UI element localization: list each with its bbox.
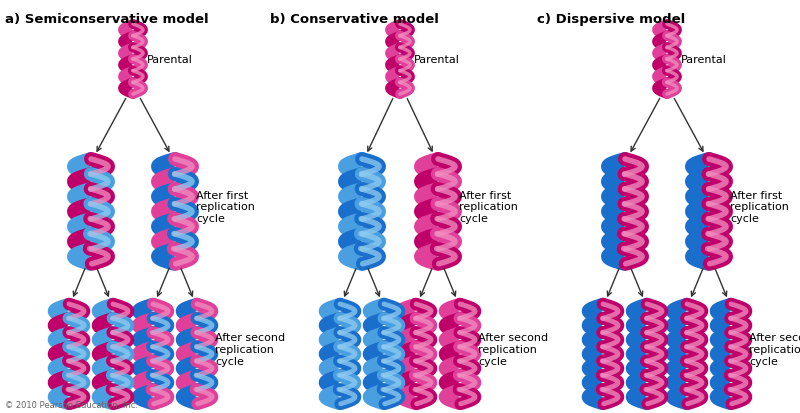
Text: Parental: Parental xyxy=(147,55,193,65)
Text: After first
replication
cycle: After first replication cycle xyxy=(196,190,255,223)
Text: After second
replication
cycle: After second replication cycle xyxy=(478,332,548,366)
Text: b) Conservative model: b) Conservative model xyxy=(270,13,439,26)
Text: After first
replication
cycle: After first replication cycle xyxy=(730,190,789,223)
Text: After second
replication
cycle: After second replication cycle xyxy=(749,332,800,366)
Text: Parental: Parental xyxy=(414,55,460,65)
Text: c) Dispersive model: c) Dispersive model xyxy=(537,13,686,26)
Text: After second
replication
cycle: After second replication cycle xyxy=(215,332,285,366)
Text: Parental: Parental xyxy=(681,55,727,65)
Text: After first
replication
cycle: After first replication cycle xyxy=(459,190,518,223)
Text: a) Semiconservative model: a) Semiconservative model xyxy=(5,13,209,26)
Text: © 2010 Pearson Education, Inc.: © 2010 Pearson Education, Inc. xyxy=(5,400,138,409)
